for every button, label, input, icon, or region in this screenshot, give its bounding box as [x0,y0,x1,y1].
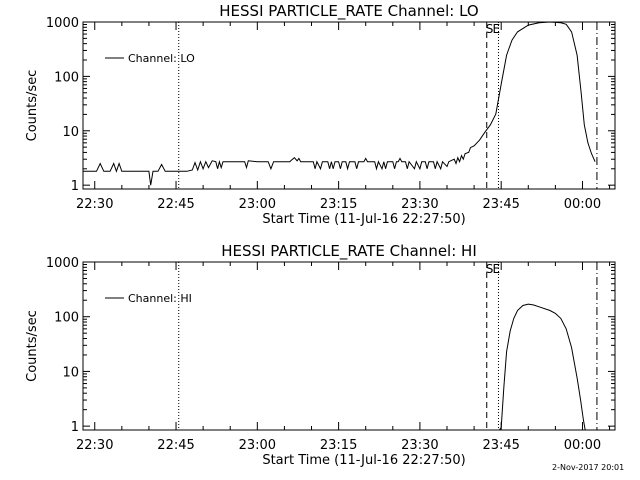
y-tick-label: 10 [62,365,79,380]
series-line [498,303,586,431]
chart-title: HESSI PARTICLE_RATE Channel: HI [221,242,477,261]
x-axis-label: Start Time (11-Jul-16 22:27:50) [262,453,465,468]
legend-label: Channel: HI [128,292,192,305]
x-tick-label: 23:45 [482,197,519,212]
y-tick-label: 1 [71,179,79,194]
x-tick-label: 23:15 [320,197,357,212]
x-tick-label: 23:30 [401,197,438,212]
x-tick-label: 23:45 [482,438,519,453]
y-tick-label: 100 [54,311,79,326]
y-axis-label: Counts/sec [25,310,40,382]
chart-title: HESSI PARTICLE_RATE Channel: LO [219,2,478,21]
y-tick-label: 1 [71,420,79,435]
x-tick-label: 22:45 [157,197,194,212]
event-marker-label: S [486,262,494,276]
event-marker-label: E [492,262,500,276]
y-axis-label: Counts/sec [25,70,40,142]
event-marker-label: E [492,22,500,36]
x-tick-label: 00:00 [564,197,601,212]
y-tick-label: 10 [62,125,79,140]
footer-timestamp: 2-Nov-2017 20:01 [552,463,625,472]
event-marker-label: S [486,22,494,36]
x-tick-label: 22:30 [76,438,113,453]
x-tick-label: 22:45 [157,438,194,453]
x-tick-label: 23:00 [239,438,276,453]
x-tick-label: 23:15 [320,438,357,453]
series-line [83,21,596,186]
x-axis-label: Start Time (11-Jul-16 22:27:50) [262,212,465,227]
y-tick-label: 1000 [46,16,79,31]
y-tick-label: 1000 [46,256,79,271]
plot-frame [82,261,616,431]
x-tick-label: 00:00 [564,438,601,453]
x-tick-label: 23:00 [239,197,276,212]
legend-label: Channel: LO [128,52,195,65]
x-tick-label: 22:30 [76,197,113,212]
plot-frame [82,21,616,190]
y-tick-label: 100 [54,70,79,85]
x-tick-label: 23:30 [401,438,438,453]
